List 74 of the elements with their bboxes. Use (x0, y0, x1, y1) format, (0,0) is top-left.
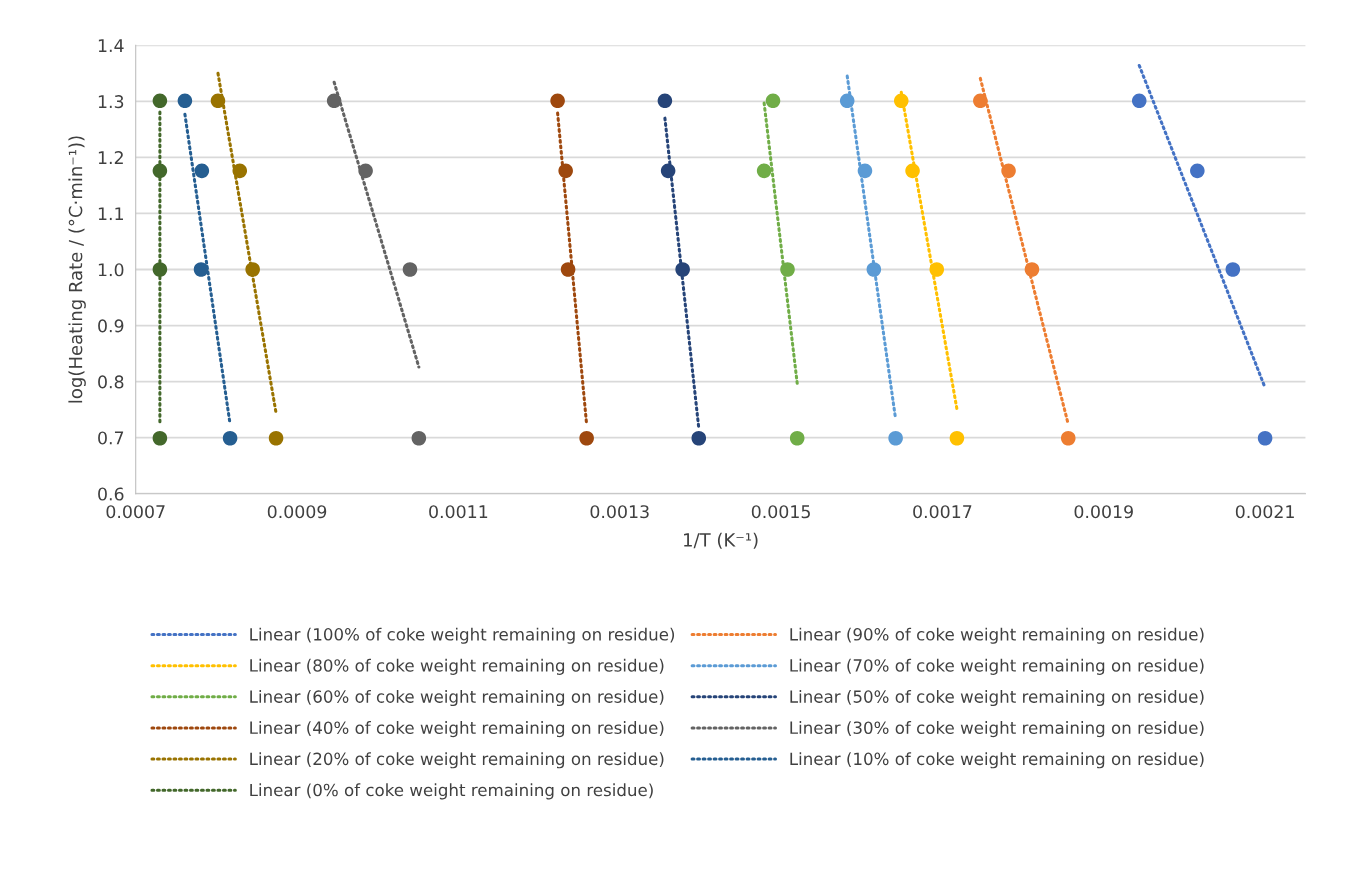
legend-label: Linear (100% of coke weight remaining on residue) (250, 627, 675, 644)
point (152, 93, 168, 109)
point (193, 262, 209, 277)
legend-label: Linear (70% of coke weight remaining on residue) (790, 658, 1204, 675)
legend-label: Linear (60% of coke weight remaining on residue) (250, 689, 664, 707)
point (893, 93, 909, 109)
point (657, 93, 673, 109)
legend-label: Linear (90% of coke weight remaining on residue) (790, 627, 1204, 644)
legend-label: Linear (20% of coke weight remaining on residue) (250, 752, 664, 769)
point (558, 163, 573, 179)
point (579, 430, 594, 446)
point (1024, 262, 1040, 277)
point (949, 430, 965, 446)
point (411, 430, 427, 446)
point (1060, 430, 1076, 446)
y-tick-label: 0.8 (98, 375, 124, 389)
point (857, 163, 873, 179)
point (888, 430, 903, 446)
point (1257, 430, 1273, 446)
point (789, 430, 805, 446)
y-tick-label: 1.1 (98, 207, 123, 221)
point (973, 93, 988, 109)
y-tick-label: 0.9 (98, 319, 124, 333)
point (326, 93, 342, 109)
point (194, 163, 210, 179)
point (550, 93, 565, 109)
point (268, 430, 284, 446)
point (358, 163, 373, 179)
point (1131, 93, 1147, 109)
point (210, 93, 226, 109)
y-tick-label: 0.6 (98, 487, 124, 501)
point (929, 262, 945, 277)
point (660, 163, 676, 179)
point (1001, 163, 1016, 179)
point (402, 262, 418, 277)
y-tick-label: 0.7 (98, 431, 124, 445)
point (675, 262, 690, 277)
point (839, 93, 855, 109)
x-tick-label: 0.0007 (106, 505, 165, 519)
x-tick-label: 0.0013 (590, 505, 649, 519)
x-tick-label: 0.0015 (751, 505, 810, 519)
x-tick-label: 0.0021 (1235, 505, 1294, 519)
point (905, 163, 920, 179)
point (866, 262, 882, 277)
point (756, 163, 772, 179)
legend-label: Linear (80% of coke weight remaining on residue) (250, 658, 664, 675)
point (1225, 262, 1241, 277)
point (1190, 163, 1205, 179)
legend-label: Linear (10% of coke weight remaining on residue) (790, 752, 1204, 769)
legend-label: Linear (0% of coke weight remaining on residue) (250, 783, 653, 800)
legend-label: Linear (30% of coke weight remaining on residue) (790, 721, 1204, 738)
x-tick-label: 0.0011 (429, 505, 488, 519)
point (222, 430, 238, 446)
point (152, 163, 168, 179)
y-tick-label: 1.2 (98, 151, 123, 164)
point (152, 262, 168, 277)
point (245, 262, 260, 277)
x-tick-label: 0.0009 (267, 505, 327, 519)
y-tick-label: 1.3 (98, 95, 124, 109)
point (177, 93, 193, 109)
legend-label: Linear (40% of coke weight remaining on residue) (250, 721, 664, 738)
y-tick-label: 1.0 (98, 263, 124, 277)
point (152, 430, 168, 446)
x-axis-title: 1/T (K⁻¹) (684, 532, 758, 549)
legend-label: Linear (50% of coke weight remaining on residue) (790, 689, 1204, 707)
point (780, 262, 795, 277)
point (560, 262, 576, 277)
point (765, 93, 781, 109)
point (232, 163, 248, 179)
x-tick-label: 0.0019 (1074, 505, 1133, 519)
y-axis-title: log(Heating Rate / (°C·min⁻¹)) (68, 136, 86, 403)
x-tick-label: 0.0017 (913, 505, 972, 519)
y-tick-label: 1.4 (98, 39, 124, 52)
point (691, 430, 707, 446)
